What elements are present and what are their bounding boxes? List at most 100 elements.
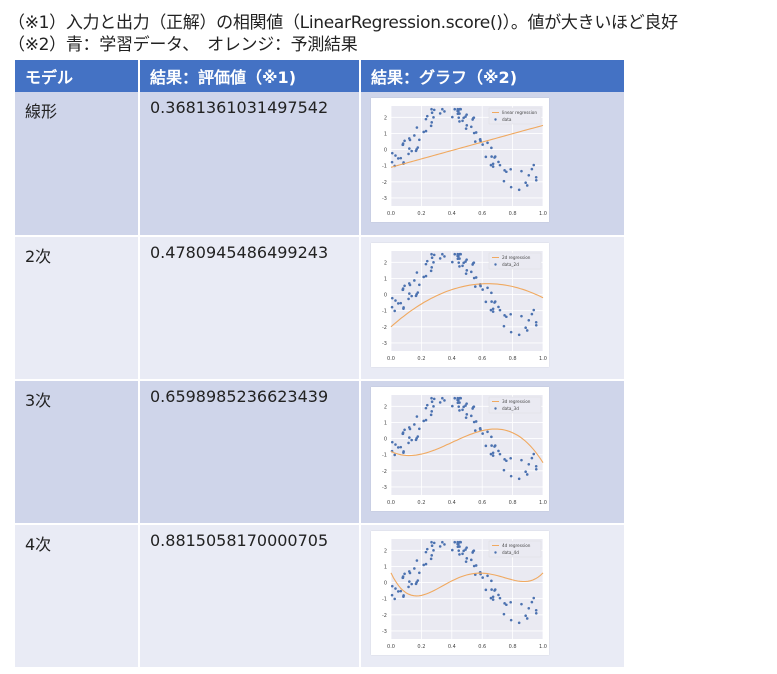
data-point (432, 116, 435, 119)
data-point (464, 272, 468, 275)
data-point (462, 261, 465, 265)
data-point (429, 124, 433, 128)
data-point (502, 468, 506, 472)
data-point (424, 274, 428, 278)
data-point (486, 430, 489, 434)
data-point (456, 401, 460, 405)
y-tick-label: 0 (384, 293, 387, 299)
score-value: 0.3681361031497542 (139, 92, 361, 237)
data-point (415, 415, 419, 418)
data-point (520, 602, 523, 606)
data-point (396, 446, 400, 449)
x-tick-label: 0.4 (448, 356, 456, 362)
data-point (413, 423, 416, 426)
data-point (441, 396, 444, 400)
data-point (472, 564, 476, 568)
header-score: 結果：評価値（※1) (139, 60, 361, 92)
data-point (424, 562, 428, 566)
x-tick-label: 1.0 (539, 500, 547, 506)
footnote-1: （※1）入力と出力（正解）の相関値（LinearRegression.score… (8, 13, 678, 33)
x-tick-label: 0.6 (478, 644, 486, 650)
data-point (432, 261, 435, 264)
data-point (456, 396, 460, 400)
data-point (401, 288, 405, 292)
data-point (474, 131, 478, 134)
data-point (472, 549, 476, 552)
table-row: 3次 0.6598985236623439 0.0 0.2 0.4 0.6 0.8 1.0… (15, 380, 626, 525)
regression-plot-svg: 0.0 0.2 0.4 0.6 0.8 1.0 2 1 0 -1 -2 -3 3d regression… (382, 395, 547, 506)
data-point (486, 574, 489, 578)
data-point (469, 125, 473, 129)
data-point (481, 576, 484, 579)
graph-cell: 0.0 0.2 0.4 0.6 0.8 1.0 2 1 0 -1 -2 -3 4d regression… (360, 524, 626, 669)
data-point (432, 108, 436, 112)
data-point (424, 262, 428, 266)
model-name: 線形 (15, 92, 140, 237)
regression-plot-svg: 0.0 0.2 0.4 0.6 0.8 1.0 2 1 0 -1 -2 -3 4d regression… (382, 539, 547, 650)
data-point (422, 563, 426, 567)
data-point (396, 590, 400, 593)
data-point (509, 185, 513, 189)
data-point (457, 261, 461, 264)
data-point (461, 408, 464, 412)
data-point (498, 452, 502, 456)
y-tick-label: 0 (384, 148, 387, 154)
model-name: 3次 (15, 380, 140, 525)
y-tick-label: 1 (384, 131, 387, 137)
data-point (430, 107, 433, 111)
data-point (465, 124, 469, 127)
data-point (525, 617, 529, 620)
data-point (438, 401, 442, 404)
y-tick-label: -2 (382, 613, 387, 619)
x-tick-label: 1.0 (539, 356, 547, 362)
legend-box (488, 396, 542, 414)
x-tick-label: 0.2 (417, 500, 425, 506)
regression-line (390, 283, 544, 328)
data-point (415, 559, 419, 562)
regression-line (390, 124, 544, 168)
data-point (493, 300, 497, 303)
regression-plot: 0.0 0.2 0.4 0.6 0.8 1.0 2 1 0 -1 -2 -3 3d regression… (371, 387, 549, 511)
data-point (474, 276, 478, 279)
y-tick-label: -2 (382, 180, 387, 186)
data-point (490, 155, 493, 158)
data-point (490, 579, 493, 583)
data-point (441, 252, 444, 256)
x-tick-label: 0.0 (387, 356, 395, 362)
data-point (524, 181, 527, 185)
y-tick-label: 1 (384, 564, 387, 570)
data-point (408, 580, 411, 583)
x-tick-label: 0.2 (417, 644, 425, 650)
data-point (453, 107, 457, 111)
legend-dot-swatch (494, 551, 497, 554)
legend-line-label: linear regression (502, 110, 537, 115)
data-point (464, 260, 467, 263)
data-point (525, 184, 529, 187)
legend-dots-label: data_2d (502, 262, 519, 267)
data-point (456, 112, 460, 116)
data-point (408, 147, 411, 150)
legend-dot-swatch (494, 407, 497, 410)
data-point (403, 428, 406, 432)
legend-box (488, 540, 542, 558)
data-point (424, 418, 428, 422)
data-point (534, 175, 538, 179)
model-name: 4次 (15, 524, 140, 669)
data-point (490, 588, 493, 591)
data-point (517, 188, 521, 192)
data-point (418, 283, 421, 287)
legend: 4d regression data_4d (488, 540, 542, 558)
data-point (413, 279, 416, 282)
data-point (509, 618, 513, 622)
data-point (438, 112, 442, 115)
x-tick-label: 0.4 (448, 211, 456, 217)
data-point (534, 467, 538, 471)
data-point (525, 329, 529, 332)
data-point (505, 315, 508, 319)
regression-plot-svg: 0.0 0.2 0.4 0.6 0.8 1.0 2 1 0 -1 -2 -3 linear regres… (382, 106, 547, 217)
regression-plot: 0.0 0.2 0.4 0.6 0.8 1.0 2 1 0 -1 -2 -3 4d regression… (371, 531, 549, 655)
data-point (430, 252, 433, 256)
table-row: 4次 0.8815058170000705 0.0 0.2 0.4 0.6 0.8 1.0… (15, 524, 626, 669)
x-tick-label: 0.8 (509, 644, 517, 650)
data-point (491, 598, 495, 601)
